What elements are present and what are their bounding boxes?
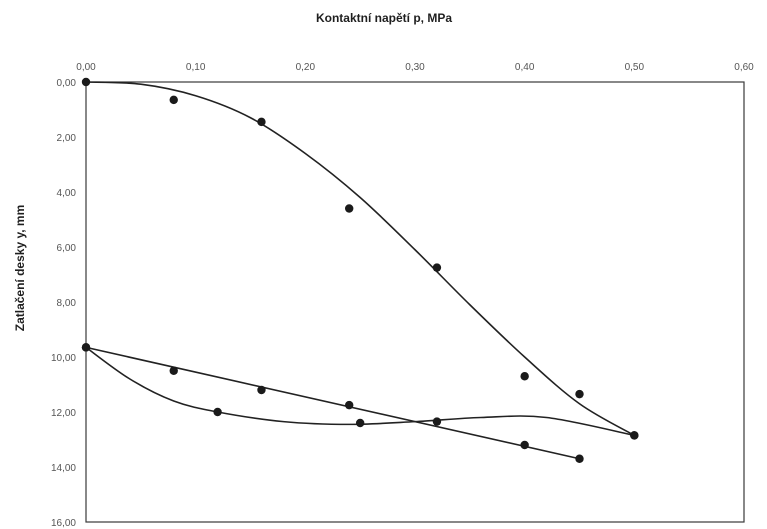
- y-tick-labels: 0,00 2,00 4,00 6,00 8,00 10,00 12,00 14,00 16,00: [51, 78, 76, 529]
- data-point: [433, 263, 441, 271]
- y-tick-label: 0,00: [57, 78, 77, 89]
- x-tick-label: 0,30: [405, 62, 425, 73]
- fit-lines: [86, 82, 634, 459]
- data-points: [82, 78, 639, 463]
- x-tick-label: 0,20: [296, 62, 316, 73]
- y-tick-label: 10,00: [51, 353, 76, 364]
- y-tick-label: 4,00: [57, 188, 77, 199]
- data-point: [82, 343, 90, 351]
- data-point: [356, 419, 364, 427]
- data-point: [213, 408, 221, 416]
- data-point: [630, 431, 638, 439]
- data-point: [520, 372, 528, 380]
- y-tick-label: 6,00: [57, 243, 77, 254]
- fit-line-2: [86, 347, 580, 458]
- data-point: [575, 455, 583, 463]
- data-point: [345, 401, 353, 409]
- y-tick-label: 14,00: [51, 463, 76, 474]
- chart-title: Kontaktní napětí p, MPa: [316, 11, 452, 25]
- data-point: [82, 78, 90, 86]
- x-tick-label: 0,40: [515, 62, 535, 73]
- data-point: [257, 386, 265, 394]
- x-tick-label: 0,60: [734, 62, 754, 73]
- data-point: [170, 96, 178, 104]
- fit-line-1: [86, 82, 634, 435]
- x-tick-labels: 0,00 0,10 0,20 0,30 0,40 0,50 0,60: [76, 62, 754, 73]
- x-tick-label: 0,50: [625, 62, 645, 73]
- data-point: [575, 390, 583, 398]
- data-point: [520, 441, 528, 449]
- y-tick-label: 2,00: [57, 133, 77, 144]
- data-point: [170, 367, 178, 375]
- y-tick-label: 16,00: [51, 518, 76, 529]
- y-tick-label: 8,00: [57, 298, 77, 309]
- y-axis-label: Zatlačení desky y, mm: [13, 205, 27, 332]
- y-tick-label: 12,00: [51, 408, 76, 419]
- plot-frame: [86, 82, 744, 522]
- x-tick-label: 0,00: [76, 62, 96, 73]
- data-point: [257, 118, 265, 126]
- data-point: [345, 204, 353, 212]
- data-point: [433, 417, 441, 425]
- x-tick-label: 0,10: [186, 62, 206, 73]
